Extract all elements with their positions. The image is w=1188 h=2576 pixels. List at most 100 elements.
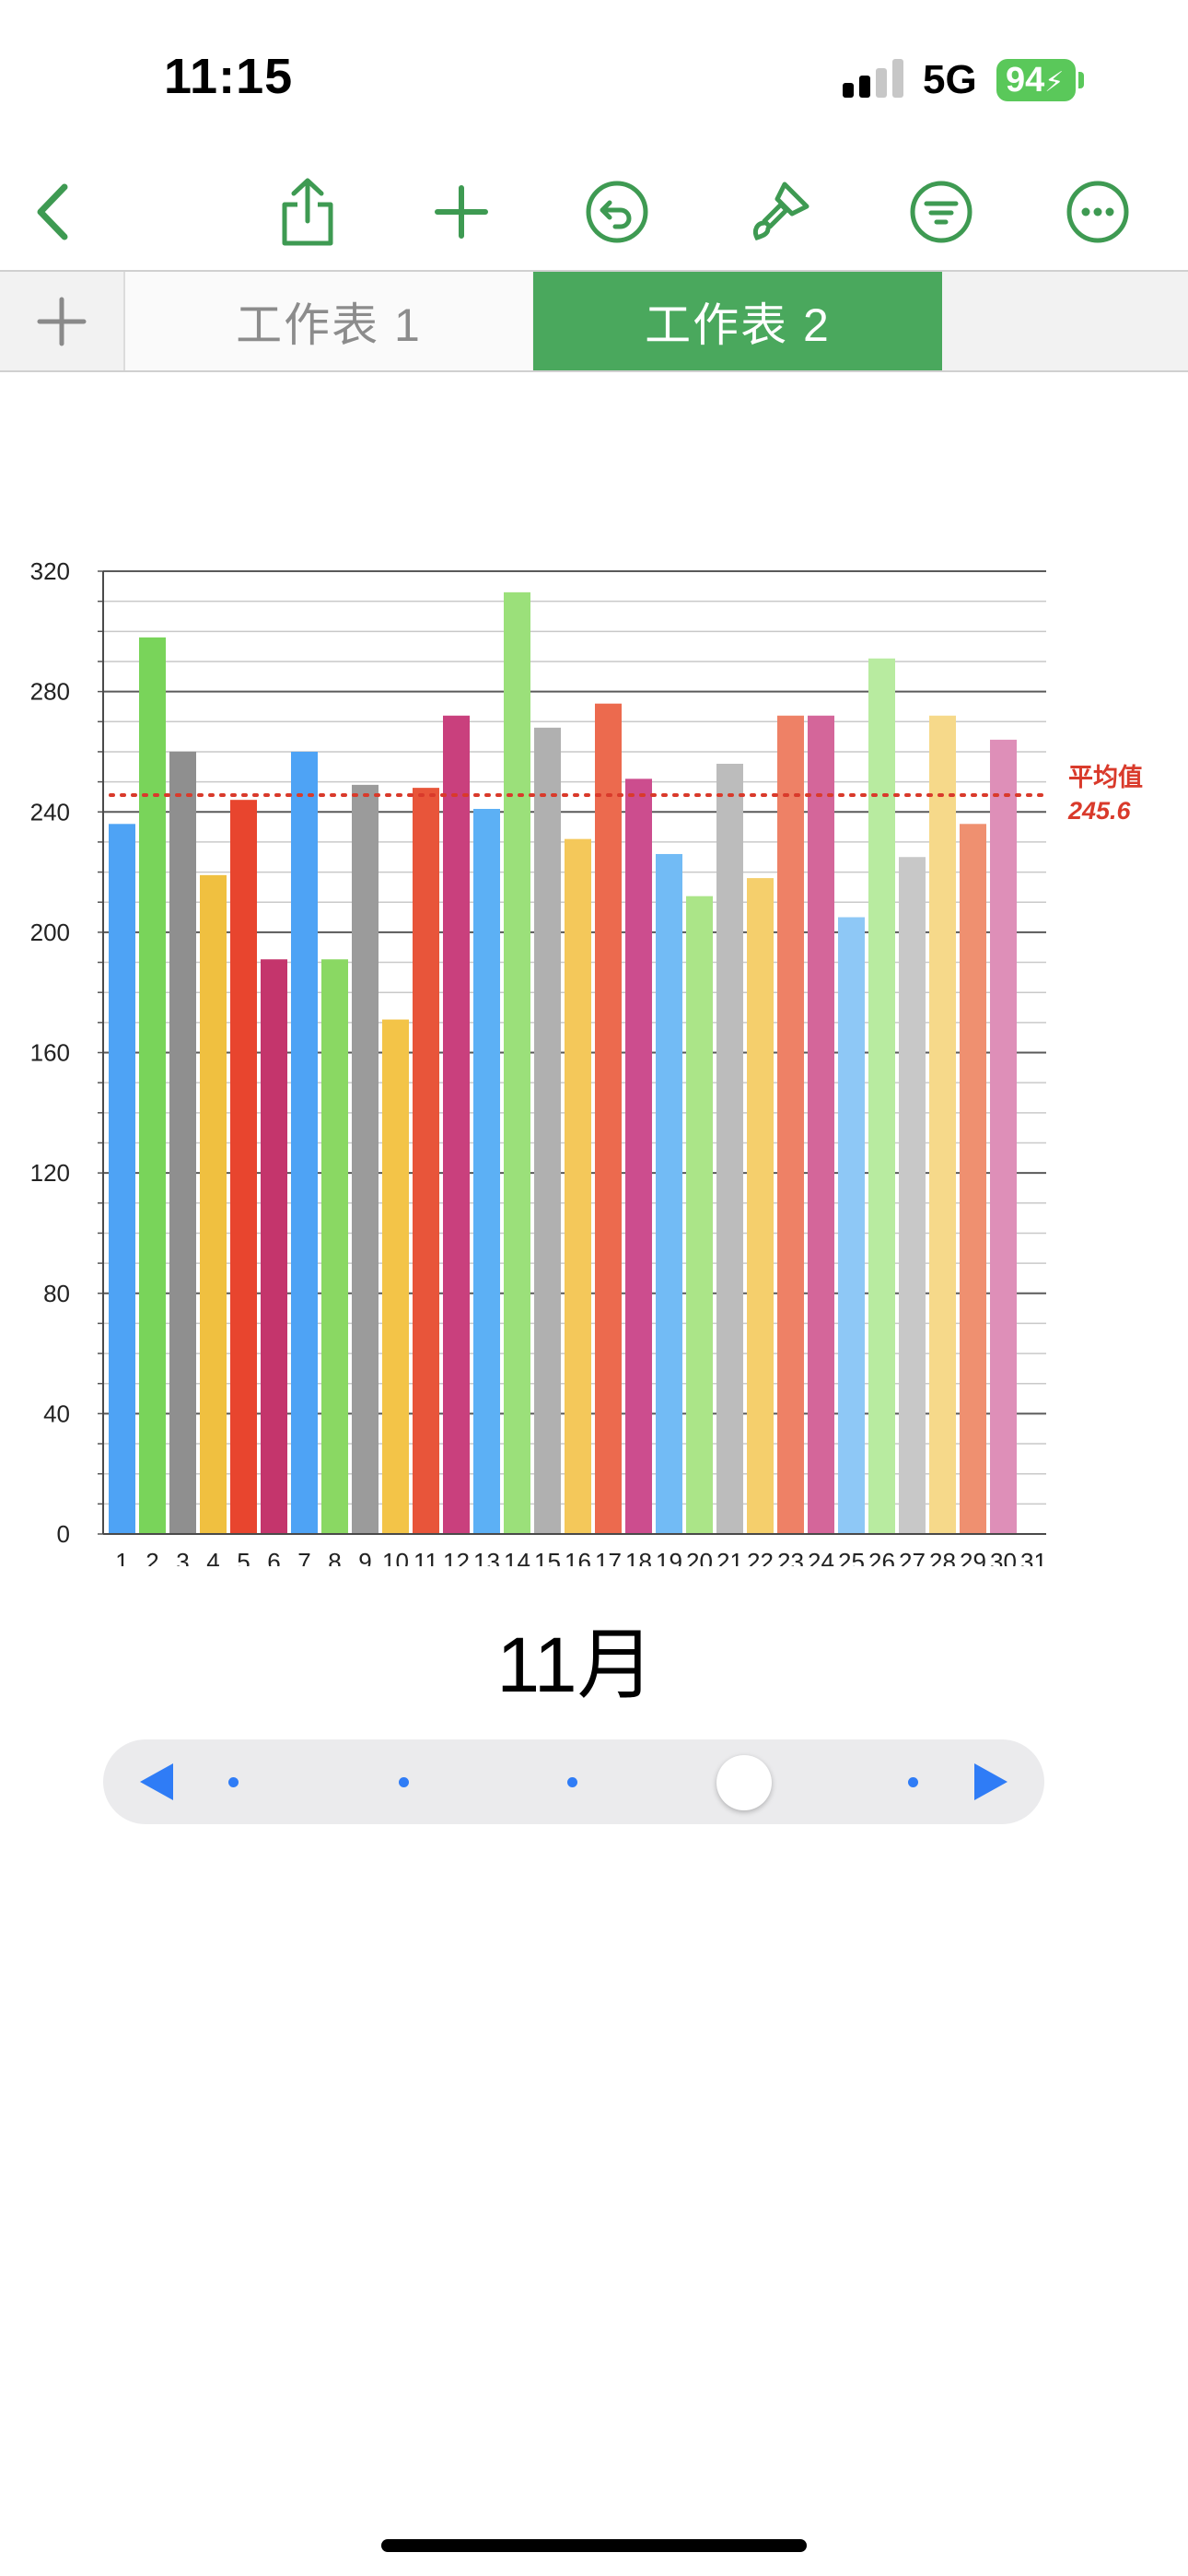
- x-tick-label: 18: [625, 1548, 652, 1566]
- x-tick-label: 21: [716, 1548, 743, 1566]
- bar-day-12: [443, 715, 470, 1534]
- bar-day-24: [808, 715, 834, 1534]
- status-bar: 11:15 5G 94⚡: [0, 0, 1188, 138]
- filter-icon: [910, 181, 973, 243]
- status-time: 11:15: [164, 49, 294, 104]
- x-tick-label: 12: [443, 1548, 470, 1566]
- x-tick-label: 13: [473, 1548, 500, 1566]
- y-tick-label: 280: [30, 678, 70, 706]
- bar-day-19: [656, 853, 682, 1534]
- bar-day-7: [291, 751, 318, 1534]
- pager-dot[interactable]: [567, 1777, 577, 1787]
- x-tick-label: 15: [534, 1548, 561, 1566]
- bar-day-21: [716, 764, 743, 1534]
- x-tick-label: 7: [297, 1548, 310, 1566]
- network-type: 5G: [923, 57, 977, 102]
- back-button[interactable]: [7, 166, 99, 258]
- paintbrush-icon: [752, 181, 809, 241]
- undo-icon: [586, 181, 648, 243]
- format-button[interactable]: [733, 166, 825, 258]
- x-tick-label: 6: [267, 1548, 280, 1566]
- x-tick-label: 24: [808, 1548, 834, 1566]
- bar-day-9: [352, 784, 379, 1534]
- y-tick-labels: 0 40 80 120 160 200 240 280 320: [30, 557, 70, 1548]
- y-tick-label: 40: [43, 1399, 70, 1427]
- filter-button[interactable]: [895, 166, 987, 258]
- bar-day-4: [200, 874, 227, 1534]
- battery-icon: 94⚡: [996, 59, 1076, 101]
- tab-sheet-1[interactable]: 工作表 1: [125, 272, 532, 370]
- bar-day-20: [686, 896, 713, 1534]
- pager-dot[interactable]: [908, 1777, 918, 1787]
- triangle-left-icon[interactable]: [140, 1763, 173, 1800]
- chart-pager[interactable]: [103, 1739, 1044, 1824]
- ellipsis-icon: [1066, 181, 1129, 243]
- x-tick-label: 8: [328, 1548, 341, 1566]
- x-tick-label: 16: [565, 1548, 591, 1566]
- battery-level: 94: [1006, 61, 1045, 100]
- y-tick-label: 160: [30, 1039, 70, 1067]
- bar-day-2: [139, 637, 166, 1534]
- x-tick-label: 25: [838, 1548, 865, 1566]
- x-tick-label: 30: [990, 1548, 1017, 1566]
- bar-day-22: [747, 878, 774, 1534]
- battery-cap: [1078, 72, 1084, 88]
- bars: [109, 591, 1017, 1534]
- share-icon: [282, 178, 333, 246]
- average-line: 平均值 245.6: [109, 764, 1143, 825]
- toolbar: [0, 166, 1188, 258]
- x-tick-label: 1: [115, 1548, 128, 1566]
- chevron-left-icon: [37, 183, 68, 240]
- plus-icon: [37, 297, 87, 345]
- average-label: 平均值: [1068, 764, 1143, 792]
- y-tick-label: 80: [43, 1280, 70, 1307]
- x-tick-label: 28: [929, 1548, 956, 1566]
- add-button[interactable]: [415, 166, 507, 258]
- bar-day-23: [777, 715, 804, 1534]
- x-tick-label: 3: [176, 1548, 189, 1566]
- pager-current-page[interactable]: [716, 1755, 772, 1810]
- bar-day-26: [868, 658, 895, 1534]
- y-tick-label: 120: [30, 1159, 70, 1187]
- bar-day-29: [960, 824, 986, 1534]
- bar-day-17: [595, 703, 622, 1534]
- bar-day-11: [413, 788, 439, 1534]
- bar-day-25: [838, 917, 865, 1534]
- bar-day-5: [230, 800, 257, 1534]
- x-tick-label: 31: [1020, 1548, 1047, 1566]
- axes: [102, 571, 1046, 1535]
- cellular-signal-icon: [843, 59, 903, 98]
- triangle-right-icon[interactable]: [974, 1763, 1007, 1800]
- bar-day-30: [990, 739, 1017, 1534]
- x-axis-title: 11月: [496, 1622, 655, 1708]
- y-tick-label: 200: [30, 919, 70, 946]
- add-sheet-button[interactable]: [0, 272, 125, 370]
- bar-day-16: [565, 838, 591, 1534]
- x-tick-label: 22: [747, 1548, 774, 1566]
- bar-day-18: [625, 779, 652, 1534]
- x-tick-label: 23: [777, 1548, 804, 1566]
- x-tick-label: 29: [960, 1548, 986, 1566]
- bar-day-28: [929, 715, 956, 1534]
- x-tick-label: 20: [686, 1548, 713, 1566]
- bar-day-13: [473, 808, 500, 1534]
- pager-dot[interactable]: [228, 1777, 239, 1787]
- share-button[interactable]: [262, 166, 354, 258]
- pager-dot[interactable]: [399, 1777, 409, 1787]
- bar-day-6: [261, 959, 287, 1534]
- undo-button[interactable]: [571, 166, 663, 258]
- average-value-label: 245.6: [1067, 797, 1132, 825]
- bar-day-14: [504, 591, 530, 1534]
- bar-day-15: [534, 727, 561, 1534]
- bar-day-10: [382, 1019, 409, 1534]
- x-tick-label: 11: [413, 1548, 438, 1566]
- x-tick-label: 2: [146, 1548, 158, 1566]
- more-button[interactable]: [1052, 166, 1144, 258]
- x-tick-label: 26: [868, 1548, 895, 1566]
- tab-sheet-2[interactable]: 工作表 2: [533, 272, 942, 370]
- home-indicator: [381, 2539, 807, 2552]
- x-tick-label: 4: [206, 1548, 219, 1566]
- x-tick-label: 17: [595, 1548, 622, 1566]
- x-tick-label: 10: [382, 1548, 409, 1566]
